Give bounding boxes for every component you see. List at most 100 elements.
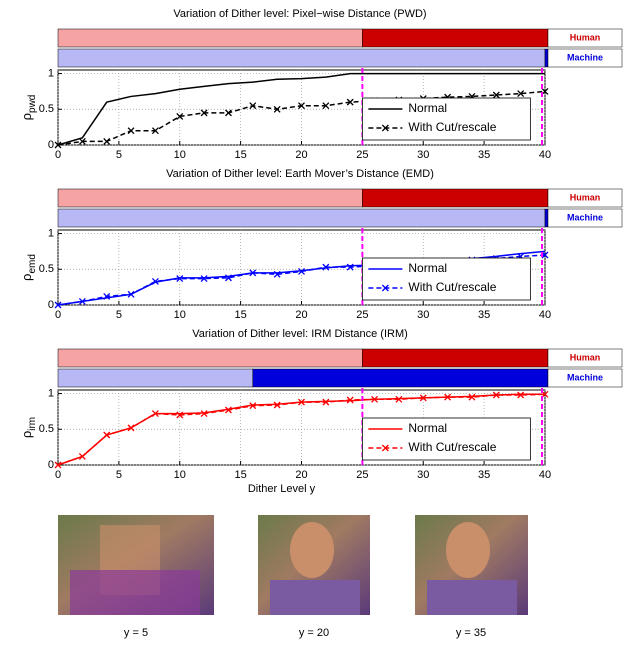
marker [273,401,281,409]
marker [151,127,159,135]
marker [78,452,86,460]
legend-marker [381,444,389,452]
marker [346,98,354,106]
photo-2 [258,515,370,615]
band-label-box [547,368,623,388]
x-tick-label: 30 [417,309,429,321]
legend-label: Normal [408,421,447,435]
legend-marker [381,124,389,132]
marker [346,396,354,404]
legend-box [361,97,531,141]
marker [224,274,232,282]
x-tick-label: 15 [235,149,247,161]
marker [200,275,208,283]
marker [517,391,525,399]
x-tick-label: 40 [539,469,551,481]
marker [224,109,232,117]
marker [54,301,62,309]
marker [273,270,281,278]
band-label-box [547,188,623,208]
x-tick-label: 30 [417,469,429,481]
marker [444,393,452,401]
marker [517,90,525,98]
x-tick-label: 5 [116,469,122,481]
x-tick-label: 30 [417,149,429,161]
band-label: Human [570,352,601,362]
x-tick-label: 0 [55,469,61,481]
marker [322,398,330,406]
marker [176,112,184,120]
band-light [57,48,546,68]
legend-label: With Cut/rescale [408,280,496,294]
x-tick-label: 10 [174,469,186,481]
x-tick-label: 35 [478,309,490,321]
marker [127,290,135,298]
marker [419,394,427,402]
legend-box [361,417,531,461]
marker [249,102,257,110]
legend-box [361,257,531,301]
chart-title: Variation of Dither level: Earth Mover’s… [166,168,434,180]
band-label: Machine [567,52,603,62]
x-tick-label: 35 [478,469,490,481]
x-tick-label: 25 [356,309,368,321]
x-tick-label: 20 [295,309,307,321]
x-tick-label: 10 [174,309,186,321]
marker [298,102,305,110]
marker [127,127,135,135]
band-dark [362,28,549,48]
x-tick-label: 25 [356,149,368,161]
y-axis-label: ρirm [19,417,37,438]
marker [249,269,257,277]
marker [322,102,330,110]
x-tick-label: 0 [55,149,61,161]
band-label-box [547,348,623,368]
y-tick-label: 0 [48,459,54,471]
legend-label: Normal [408,101,447,115]
x-tick-label: 5 [116,309,122,321]
y-tick-label: 1 [48,227,54,239]
marker [371,395,379,403]
x-tick-label: 10 [174,149,186,161]
band-label: Human [570,192,601,202]
band-dark [362,188,549,208]
marker [273,105,281,113]
marker [224,406,232,414]
marker [103,137,111,145]
band-dark [252,368,549,388]
y-label-symbol: ρ [19,274,34,281]
x-tick-label: 15 [235,469,247,481]
band-dark [544,48,549,68]
band-light [57,188,363,208]
caption: y = 35 [456,627,486,639]
band-label: Human [570,32,601,42]
y-tick-label: 0 [48,299,54,311]
marker [54,141,62,149]
y-tick-label: 0 [48,139,54,151]
x-tick-label: 5 [116,149,122,161]
marker [103,292,111,300]
x-tick-label: 15 [235,309,247,321]
legend-marker [381,284,389,292]
marker [54,461,62,469]
x-axis-label: Dither Level y [248,483,316,495]
marker [176,411,184,419]
y-label-symbol: ρ [19,431,34,438]
caption: y = 5 [124,627,148,639]
marker [346,263,354,271]
band-light [57,368,254,388]
band-label: Machine [567,372,603,382]
marker [492,391,500,399]
x-tick-label: 40 [539,309,551,321]
band-label-box [547,48,623,68]
band-label-box [547,28,623,48]
y-tick-label: 0.5 [39,263,54,275]
band-label: Machine [567,212,603,222]
marker [492,91,500,99]
x-tick-label: 40 [539,149,551,161]
chart-title: Variation of Dither level: IRM Distance … [192,328,408,340]
marker [468,393,476,401]
marker [200,109,208,117]
